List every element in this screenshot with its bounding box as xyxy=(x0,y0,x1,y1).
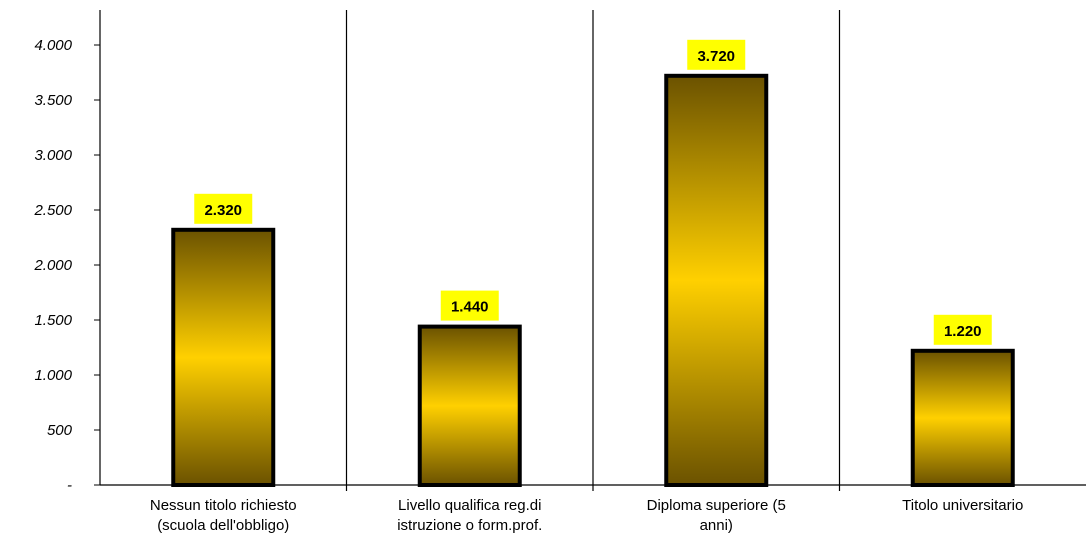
data-label-box xyxy=(194,193,253,224)
y-tick-label: 2.500 xyxy=(33,202,72,219)
data-label-box xyxy=(440,290,499,321)
y-tick-label: 4.000 xyxy=(34,37,72,54)
labels: 2.320 Nessun titolo richiesto (scuola dell… xyxy=(150,39,1023,534)
bar xyxy=(910,348,1015,487)
y-tick-label: 3.000 xyxy=(34,147,72,164)
data-label: 1.440 xyxy=(451,299,489,316)
bar xyxy=(171,227,276,487)
bar xyxy=(664,73,769,488)
category-label: (scuola dell'obbligo) xyxy=(157,517,289,534)
category-label: istruzione o form.prof. xyxy=(397,517,542,534)
data-label-box xyxy=(933,314,992,345)
category-label: Livello qualifica reg.di xyxy=(398,497,541,514)
data-label: 1.220 xyxy=(944,323,982,340)
data-label-box xyxy=(687,39,746,70)
y-tick-label: 500 xyxy=(47,422,73,439)
category-label: Diploma superiore (5 xyxy=(647,497,786,514)
y-tick-label: 2.000 xyxy=(33,257,72,274)
y-tick-label: - xyxy=(67,477,72,494)
axes: - 500 1.000 1.500 2.000 2.500 3.000 3.500 4.000 xyxy=(33,10,1086,494)
data-label: 2.320 xyxy=(204,202,242,219)
bar xyxy=(417,324,522,487)
category-label: anni) xyxy=(700,517,733,534)
bars xyxy=(171,73,1015,488)
data-label: 3.720 xyxy=(697,48,735,65)
y-tick-label: 1.500 xyxy=(34,312,72,329)
category-label: Titolo universitario xyxy=(902,497,1023,514)
y-tick-label: 1.000 xyxy=(34,367,72,384)
y-tick-label: 3.500 xyxy=(34,92,72,109)
category-label: Nessun titolo richiesto xyxy=(150,497,297,514)
